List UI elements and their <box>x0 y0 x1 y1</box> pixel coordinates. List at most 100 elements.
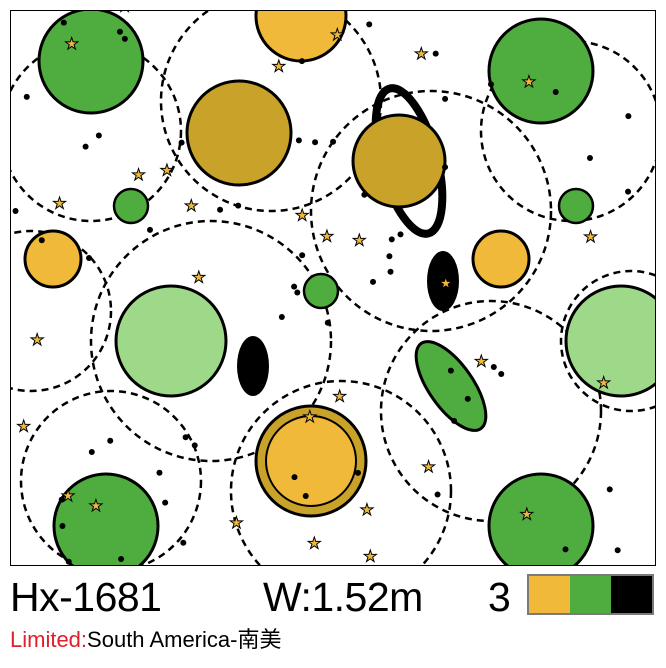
fabric-width: W:1.52m <box>263 574 423 620</box>
star-icon: ★ <box>439 275 453 292</box>
moon-planet <box>487 472 595 565</box>
dot <box>330 138 337 145</box>
dot <box>606 486 613 493</box>
star-icon: ★ <box>330 27 344 44</box>
star-icon: ★ <box>160 163 174 180</box>
rocket <box>414 340 488 432</box>
dot <box>180 539 187 546</box>
orbit-path <box>559 269 655 413</box>
fabric-pattern-image: ★ ★ ★ ★ ★ ★ ★ ★ ★ ★ ★ ★ ★ ★ ★ ★ ★ ★ ★ ★ ★ ★ ★ ★ ★ ★ ★ ★ ★ ★ <box>10 10 656 566</box>
small-moon <box>471 229 531 289</box>
earth-planet <box>564 284 655 398</box>
star-icon: ★ <box>414 46 428 63</box>
star-icon: ★ <box>320 229 334 246</box>
dot <box>23 93 30 100</box>
swatch-yellow <box>529 576 570 613</box>
comet <box>112 187 150 225</box>
dot <box>432 50 439 57</box>
star-icon: ★ <box>421 459 435 476</box>
dot <box>586 155 593 162</box>
orbit-path <box>19 389 203 565</box>
star-icon: ★ <box>61 488 75 505</box>
space-pattern-illustration: ★ ★ ★ ★ ★ ★ ★ ★ ★ ★ ★ ★ ★ ★ ★ ★ ★ ★ ★ ★ ★ ★ ★ ★ ★ ★ ★ ★ ★ ★ <box>11 11 655 565</box>
dot <box>38 237 45 244</box>
dot <box>625 188 632 195</box>
star-icon: ★ <box>307 536 321 553</box>
moon-planet <box>52 472 160 565</box>
star-icon: ★ <box>474 353 488 370</box>
dot <box>295 137 302 144</box>
star-icon: ★ <box>332 389 346 406</box>
dot <box>498 370 505 377</box>
dot <box>294 289 301 296</box>
dot <box>397 231 404 238</box>
dot <box>121 35 128 42</box>
dot <box>60 19 67 26</box>
orbit-path <box>309 89 553 333</box>
star-icon: ★ <box>272 59 286 76</box>
dot <box>490 364 497 371</box>
dot <box>451 417 458 424</box>
dot <box>442 164 449 171</box>
striped-planet <box>185 79 293 187</box>
limited-value: South America-南美 <box>87 627 282 652</box>
dot <box>312 139 319 146</box>
dot <box>235 202 242 209</box>
star-icon: ★ <box>131 167 145 184</box>
dot <box>162 499 169 506</box>
dot <box>387 268 394 275</box>
dot <box>324 319 331 326</box>
comet <box>302 272 340 310</box>
dot <box>182 434 189 441</box>
star-icon: ★ <box>16 418 30 435</box>
dot <box>614 547 621 554</box>
dot <box>82 143 89 150</box>
earth-planet <box>114 284 228 398</box>
dot <box>434 491 441 498</box>
star-icon: ★ <box>360 502 374 519</box>
dot <box>116 28 123 35</box>
product-code: Hx-1681 <box>10 574 162 620</box>
star-icon: ★ <box>303 409 317 426</box>
dot <box>562 546 569 553</box>
star-icon: ★ <box>184 198 198 215</box>
dot <box>299 252 306 259</box>
moon-planet <box>487 17 595 125</box>
dot <box>366 21 373 28</box>
star-icon: ★ <box>352 232 366 249</box>
swatch-green <box>570 576 611 613</box>
dot <box>388 236 395 243</box>
orbit-path <box>11 229 113 393</box>
star-icon: ★ <box>30 332 44 349</box>
star-icon: ★ <box>117 11 131 16</box>
black-cloud <box>237 336 269 396</box>
dot <box>217 206 224 213</box>
dot <box>291 474 298 481</box>
sun <box>265 415 357 507</box>
dot <box>370 278 377 285</box>
saturn-planet <box>351 113 447 209</box>
dot <box>625 113 632 120</box>
star-icon: ★ <box>363 548 377 565</box>
black-cloud <box>427 251 459 311</box>
dot <box>302 493 309 500</box>
dot <box>291 283 298 290</box>
dot <box>552 88 559 95</box>
dot <box>447 367 454 374</box>
dot <box>146 226 153 233</box>
dot <box>65 558 72 565</box>
dot <box>156 469 163 476</box>
dot <box>298 58 305 65</box>
orbit-path <box>89 219 333 463</box>
dot <box>278 313 285 320</box>
dot <box>88 449 95 456</box>
color-swatches <box>527 574 654 615</box>
dot <box>118 556 125 563</box>
dot <box>442 95 449 102</box>
dot <box>86 254 93 261</box>
dot <box>58 496 65 503</box>
star-icon: ★ <box>52 196 66 213</box>
star-icon: ★ <box>520 507 534 524</box>
dot <box>107 437 114 444</box>
star-icon: ★ <box>65 36 79 53</box>
